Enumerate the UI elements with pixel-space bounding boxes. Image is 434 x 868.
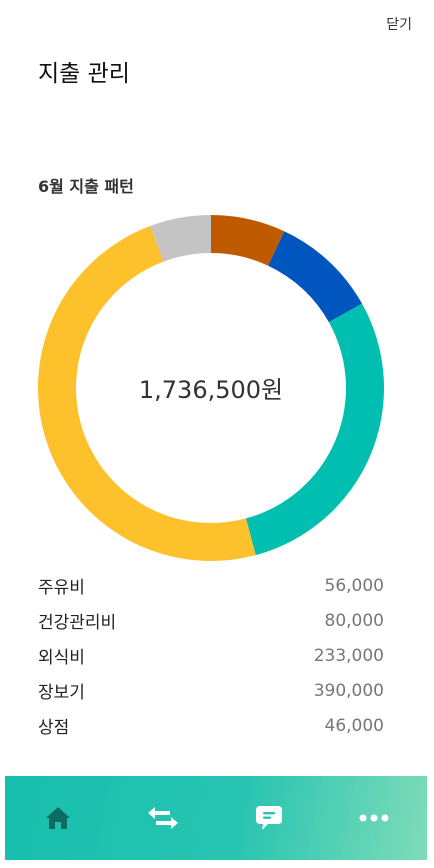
list-item[interactable]: 장보기 390,000 xyxy=(38,673,384,708)
close-button[interactable]: 닫기 xyxy=(386,14,412,34)
list-item[interactable]: 건강관리비 80,000 xyxy=(38,603,384,638)
item-value: 46,000 xyxy=(324,715,384,736)
item-value: 233,000 xyxy=(313,645,384,666)
expense-donut-chart xyxy=(38,215,384,561)
item-label: 외식비 xyxy=(38,648,85,668)
item-label: 주유비 xyxy=(38,578,85,598)
section-title: 6월 지출 패턴 xyxy=(38,177,134,196)
donut-slice-2 xyxy=(268,231,363,323)
total-amount: 1,736,500원 xyxy=(138,376,284,404)
page-title: 지출 관리 xyxy=(38,61,130,87)
nav-home-button[interactable] xyxy=(26,788,90,848)
item-label: 상점 xyxy=(38,718,70,738)
more-icon xyxy=(359,814,389,822)
nav-more-button[interactable] xyxy=(342,788,406,848)
list-item[interactable]: 외식비 233,000 xyxy=(38,638,384,673)
item-label: 건강관리비 xyxy=(38,613,117,633)
item-value: 56,000 xyxy=(324,575,384,596)
bottom-nav xyxy=(5,776,427,860)
item-value: 80,000 xyxy=(324,610,384,631)
donut-slice-4 xyxy=(38,226,256,561)
home-icon xyxy=(45,807,70,829)
donut-slice-5 xyxy=(150,215,211,262)
list-item[interactable]: 주유비 56,000 xyxy=(38,568,384,603)
item-value: 390,000 xyxy=(313,680,384,701)
donut-slice-3 xyxy=(245,303,384,556)
expense-list: 주유비 56,000 건강관리비 80,000 외식비 233,000 장보기 … xyxy=(38,568,384,743)
nav-chat-button[interactable] xyxy=(237,788,301,848)
item-label: 장보기 xyxy=(38,683,85,703)
list-item[interactable]: 상점 46,000 xyxy=(38,708,384,743)
chat-icon xyxy=(255,806,282,830)
transfer-icon xyxy=(148,807,179,829)
nav-transfer-button[interactable] xyxy=(131,788,195,848)
donut-slice-1 xyxy=(211,215,285,266)
